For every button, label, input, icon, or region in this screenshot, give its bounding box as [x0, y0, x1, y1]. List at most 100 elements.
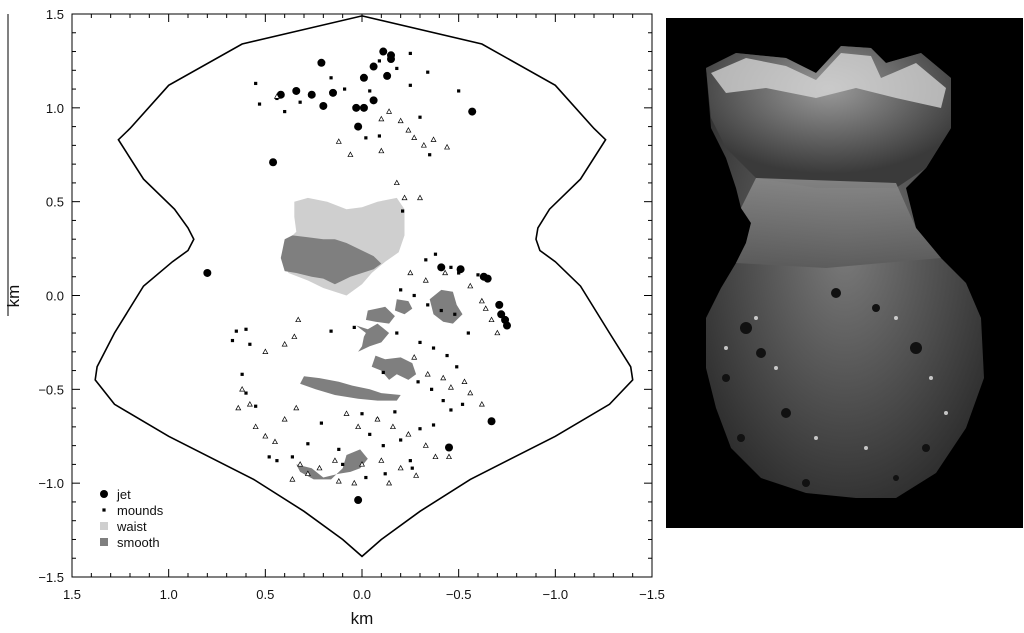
jet-point — [383, 71, 392, 80]
mounds-point — [337, 447, 341, 451]
mound-triangle-point — [262, 348, 269, 354]
mounds-point — [431, 423, 436, 427]
mound-triangle-point — [405, 127, 412, 133]
legend-swatch-smooth — [100, 538, 108, 546]
plot-frame — [71, 13, 653, 578]
mound-triangle-point — [478, 401, 485, 407]
mound-triangle-point — [420, 142, 427, 148]
y-tick-label: 0.5 — [46, 195, 64, 210]
surface-pits — [722, 288, 930, 487]
mound-triangle-point — [393, 179, 400, 186]
mounds-point — [453, 312, 457, 316]
jet-point — [354, 496, 363, 505]
mounds-point — [433, 252, 438, 256]
mounds-point — [383, 472, 387, 476]
mounds-point — [329, 76, 333, 80]
mound-triangle-point — [374, 416, 381, 422]
jet-point — [379, 47, 388, 56]
mound-triangle-point — [239, 386, 246, 392]
mounds-point — [410, 466, 414, 470]
mounds-point — [395, 66, 399, 71]
mound-triangle-point — [446, 453, 452, 460]
mounds-point — [319, 421, 323, 425]
mounds-point — [439, 308, 443, 313]
mounds-point — [230, 338, 235, 343]
mounds-point — [393, 410, 397, 414]
mound-triangle-point — [386, 479, 393, 486]
jet-point — [387, 55, 395, 64]
mound-triangle-point — [378, 115, 385, 122]
mounds-point — [449, 408, 453, 412]
mound-triangle-point — [262, 432, 269, 439]
mounds-point — [254, 404, 258, 408]
jet-point — [354, 122, 363, 131]
y-axis-title: km — [4, 285, 23, 308]
mounds-point — [395, 331, 399, 335]
surface-highlights — [724, 316, 948, 450]
mound-triangle-point — [397, 464, 404, 471]
x-tick-label: −1.5 — [639, 587, 665, 602]
jet-point — [445, 443, 453, 452]
comet-nucleus-photo — [666, 18, 1023, 528]
smooth-region — [300, 376, 401, 401]
jet-point — [503, 321, 511, 330]
mounds-point — [466, 331, 470, 335]
x-tick-label: 0.0 — [353, 587, 371, 602]
smooth-region — [356, 323, 390, 352]
y-tick-label: 1.5 — [46, 7, 64, 22]
y-tick-label: −1.0 — [38, 476, 64, 491]
mounds-point — [408, 83, 412, 87]
mounds-point — [476, 273, 480, 277]
points-layer — [203, 47, 511, 505]
mounds-point — [381, 370, 385, 375]
mound-triangle-point — [252, 423, 259, 430]
mound-triangle-point — [447, 384, 454, 390]
mound-triangle-point — [316, 464, 323, 471]
legend-label-jet: jet — [116, 487, 131, 502]
mound-triangle-point — [461, 378, 468, 384]
smooth-region — [394, 299, 413, 315]
jet-point — [307, 90, 316, 99]
mounds-point — [424, 258, 428, 262]
mounds-point — [418, 427, 422, 431]
mounds-point — [426, 70, 430, 74]
mound-triangle-point — [281, 416, 288, 422]
jet-point — [483, 274, 492, 283]
mounds-point — [290, 455, 294, 459]
mounds-point — [341, 462, 345, 466]
smooth-region — [371, 355, 417, 380]
photo-panel — [666, 18, 1023, 528]
mounds-point — [412, 293, 416, 298]
jet-point — [437, 263, 446, 272]
mounds-point — [418, 115, 422, 119]
mound-triangle-point — [405, 431, 412, 437]
mound-triangle-point — [424, 370, 431, 377]
mounds-point — [244, 327, 248, 331]
axis-ticks — [71, 13, 653, 578]
mounds-point — [267, 455, 271, 459]
mounds-point — [364, 136, 368, 140]
jet-point — [369, 96, 378, 105]
y-tick-label: 0.0 — [46, 289, 64, 304]
mounds-point — [306, 442, 310, 446]
jet-point — [292, 86, 301, 95]
jet-point — [456, 265, 465, 274]
jet-point — [369, 62, 378, 71]
mounds-point — [298, 100, 302, 104]
x-tick-label: 0.5 — [256, 587, 274, 602]
mound-triangle-point — [359, 461, 365, 467]
mounds-point — [275, 459, 279, 463]
jet-point — [359, 73, 368, 82]
mound-triangle-point — [351, 479, 358, 486]
mound-triangle-point — [291, 333, 298, 339]
mound-triangle-point — [488, 316, 495, 323]
x-axis-title: km — [351, 609, 374, 628]
mound-triangle-point — [411, 354, 418, 360]
x-tick-label: 1.0 — [160, 587, 178, 602]
bright-rim — [711, 53, 946, 108]
mound-triangle-point — [432, 453, 439, 460]
mounds-point — [364, 475, 368, 480]
mound-triangle-point — [378, 457, 385, 463]
mounds-point — [368, 432, 372, 436]
